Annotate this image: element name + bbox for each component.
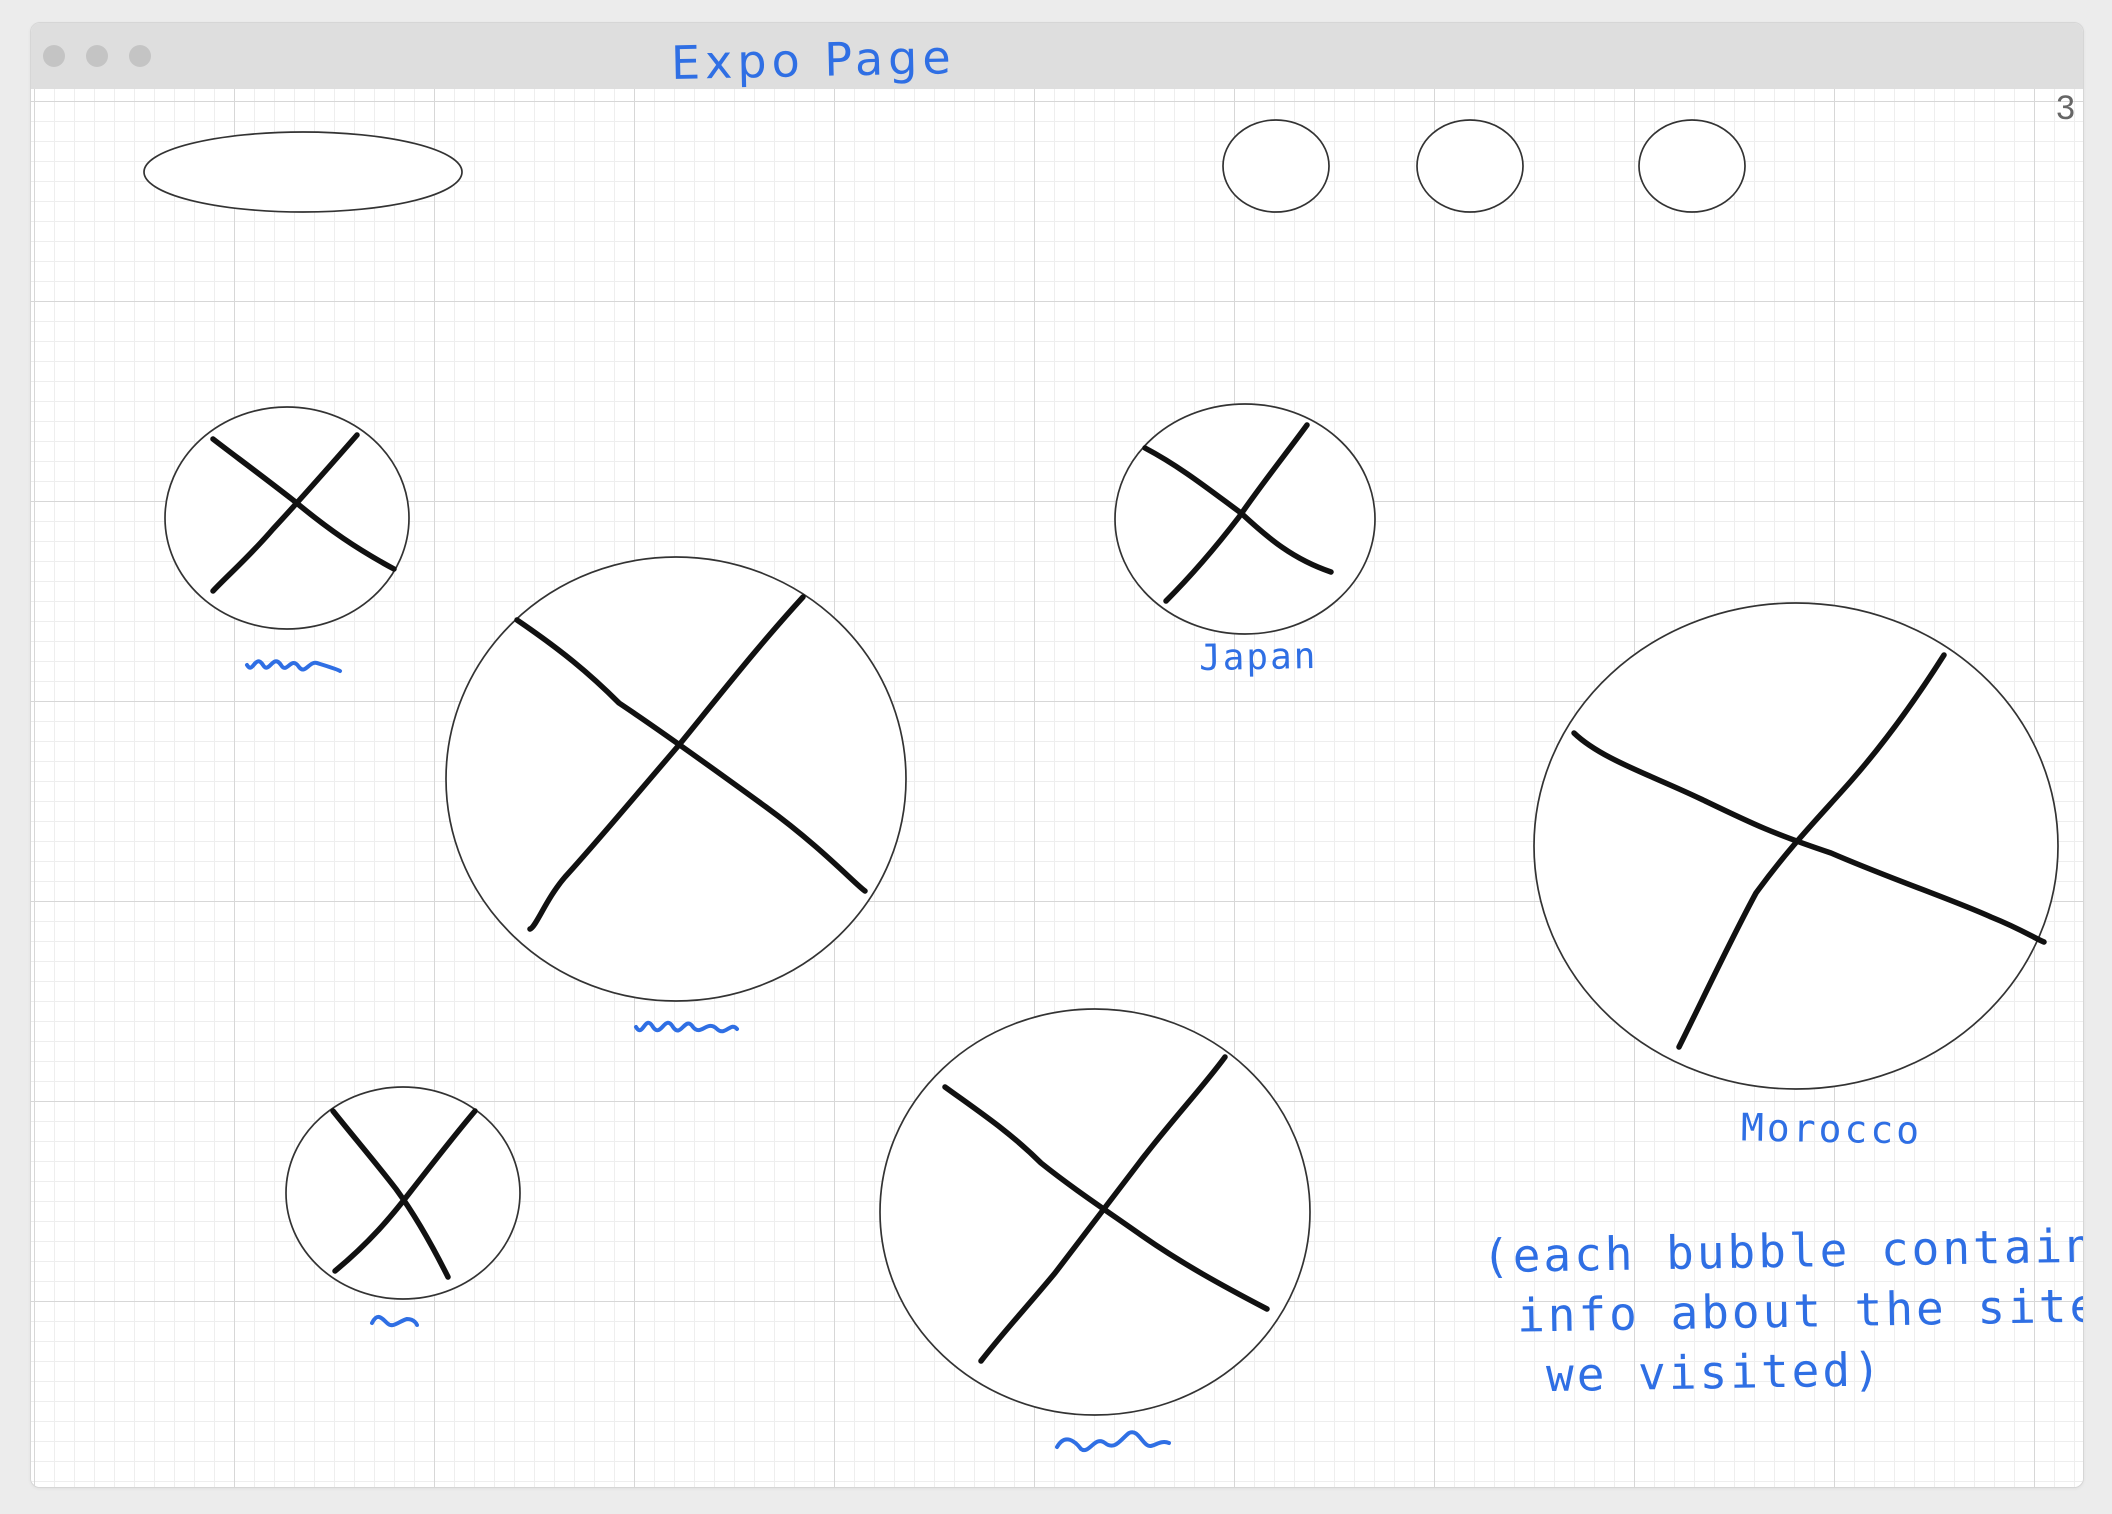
window-minimize-button[interactable] <box>86 45 108 67</box>
site-bubble-2[interactable] <box>445 556 907 1002</box>
nav-circle-2[interactable] <box>1416 119 1524 213</box>
image-placeholder-cross <box>1571 652 2047 1050</box>
site-bubble-4[interactable] <box>879 1008 1311 1416</box>
site-bubble-morocco[interactable] <box>1533 602 2059 1090</box>
site-bubble-3[interactable] <box>285 1086 521 1300</box>
window-close-button[interactable] <box>43 45 65 67</box>
note-line-2: info about the sites <box>1516 1277 2084 1343</box>
image-placeholder-cross <box>330 1108 478 1280</box>
page-number: 3 <box>2056 89 2075 127</box>
site-bubble-1[interactable] <box>164 406 410 630</box>
bubble-outline <box>879 1008 1311 1416</box>
title-bar: Expo Page <box>31 23 2083 90</box>
wireframe-sketch <box>143 119 2059 1453</box>
image-placeholder-cross <box>942 1054 1270 1364</box>
bubble-outline <box>285 1086 521 1300</box>
image-placeholder-cross <box>514 594 868 932</box>
text-placeholder-squiggle-1 <box>245 659 342 673</box>
bubble-label-morocco: Morocco <box>1740 1105 1923 1153</box>
image-placeholder-cross <box>1142 422 1334 604</box>
bubble-outline <box>445 556 907 1002</box>
text-placeholder-squiggle-4 <box>1055 1430 1171 1453</box>
text-placeholder-squiggle-2 <box>634 1020 739 1034</box>
window-maximize-button[interactable] <box>129 45 151 67</box>
note-line-1: (each bubble contains <box>1481 1217 2084 1284</box>
annotation-note: (each bubble contains info about the sit… <box>1481 1216 2084 1406</box>
image-placeholder-cross <box>210 432 397 594</box>
bubble-label-japan: Japan <box>1198 635 1318 680</box>
text-placeholder-squiggle-3 <box>370 1315 419 1328</box>
nav-circle-3[interactable] <box>1638 119 1746 213</box>
search-pill[interactable] <box>143 131 463 213</box>
note-line-3: we visited) <box>1545 1342 1885 1403</box>
site-bubble-japan[interactable] <box>1114 403 1376 635</box>
nav-circle-1[interactable] <box>1222 119 1330 213</box>
bubble-outline <box>164 406 410 630</box>
browser-window: Expo Page 3 <box>30 22 2084 1488</box>
